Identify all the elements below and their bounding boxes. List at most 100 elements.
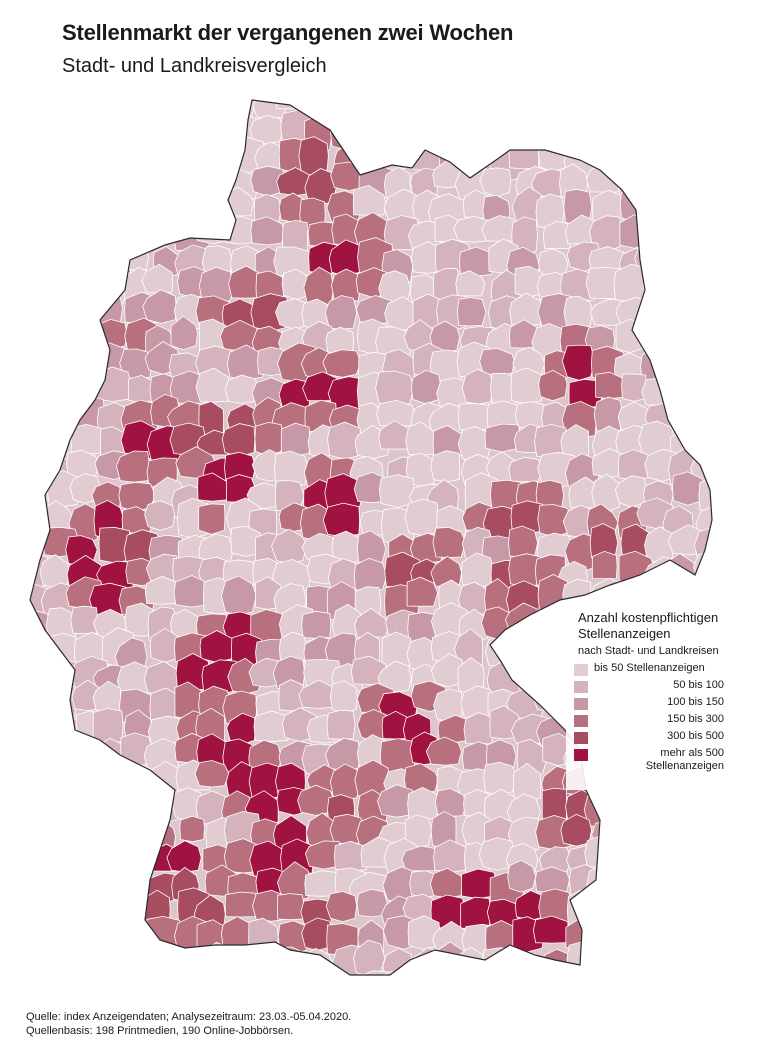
district-region: [91, 768, 123, 804]
district-region: [692, 268, 712, 304]
source-line-1: Quelle: index Anzeigendaten; Analysezeit…: [26, 1011, 352, 1023]
district-region: [305, 100, 333, 115]
district-region: [508, 456, 543, 483]
district-region: [687, 969, 712, 975]
district-region: [45, 895, 83, 934]
district-region: [46, 319, 84, 358]
district-region: [588, 891, 622, 925]
district-region: [358, 970, 391, 975]
district-region: [697, 100, 712, 128]
district-region: [697, 188, 712, 221]
district-region: [507, 816, 542, 851]
district-region: [122, 111, 156, 145]
district-region: [221, 575, 257, 616]
district-region: [615, 894, 655, 928]
district-region: [329, 763, 363, 800]
district-region: [429, 867, 463, 899]
district-region: [274, 450, 309, 487]
district-region: [617, 968, 649, 975]
district-region: [222, 945, 253, 975]
district-region: [637, 869, 674, 900]
district-region: [671, 895, 707, 930]
district-region: [329, 680, 358, 714]
legend-subtitle: nach Stadt- und Landkreisen: [578, 645, 719, 657]
source-line-2: Quellenbasis: 198 Printmedien, 190 Onlin…: [26, 1025, 294, 1037]
district-region: [68, 974, 100, 975]
district-region: [197, 969, 229, 975]
district-region: [437, 972, 472, 975]
district-region: [115, 892, 147, 929]
district-region: [120, 242, 150, 271]
district-region: [170, 315, 199, 351]
district-region: [45, 759, 86, 793]
district-region: [691, 868, 712, 902]
map-subtitle: Stadt- und Landkreisvergleich: [62, 55, 327, 77]
legend-label-3: 100 bis 150: [667, 696, 724, 708]
district-region: [44, 785, 82, 823]
district-region: [198, 266, 236, 304]
district-region: [121, 187, 157, 222]
district-region: [611, 812, 646, 845]
district-region: [30, 810, 58, 847]
district-region: [118, 863, 148, 893]
district-region: [540, 976, 568, 1009]
district-region: [62, 244, 99, 270]
district-region: [324, 295, 358, 330]
district-region: [516, 662, 556, 690]
district-region: [42, 245, 78, 281]
district-region: [643, 110, 675, 145]
district-region: [198, 100, 231, 119]
district-region: [621, 373, 647, 402]
district-region: [438, 138, 467, 167]
district-region: [583, 916, 617, 952]
district-region: [169, 110, 201, 151]
district-region: [535, 814, 571, 851]
district-region: [117, 974, 155, 975]
district-region: [142, 289, 177, 324]
district-region: [537, 136, 568, 173]
district-region: [617, 449, 650, 480]
district-region: [613, 784, 650, 817]
district-region: [94, 244, 134, 278]
district-region: [277, 920, 308, 955]
district-region: [584, 835, 615, 869]
district-region: [68, 315, 95, 357]
district-region: [697, 343, 712, 379]
district-region: [356, 530, 387, 563]
legend-item-2: 50 bis 100: [574, 679, 744, 695]
district-region: [640, 141, 674, 178]
district-region: [508, 135, 540, 170]
district-region: [698, 476, 712, 511]
district-region: [227, 969, 261, 975]
district-region: [274, 974, 312, 975]
district-region: [613, 263, 653, 303]
district-region: [662, 165, 692, 200]
district-region: [355, 111, 388, 137]
district-region: [95, 100, 127, 119]
district-region: [249, 947, 285, 975]
district-region: [67, 218, 98, 253]
district-region: [201, 138, 238, 172]
district-region: [148, 974, 183, 975]
district-region: [201, 942, 235, 975]
district-region: [148, 115, 185, 142]
district-region: [691, 893, 712, 926]
district-region: [670, 265, 706, 299]
district-region: [71, 100, 103, 124]
district-region: [542, 948, 572, 975]
district-region: [425, 736, 462, 766]
district-region: [353, 557, 388, 592]
district-region: [169, 100, 210, 117]
district-region: [91, 913, 130, 953]
legend-swatch-6: [574, 749, 588, 761]
district-region: [331, 268, 362, 302]
district-region: [93, 271, 128, 306]
district-region: [689, 116, 712, 145]
district-region: [670, 213, 702, 251]
district-region: [119, 348, 153, 380]
district-region: [403, 762, 439, 796]
district-region: [595, 967, 632, 975]
district-region: [30, 945, 52, 975]
district-region: [301, 610, 332, 639]
district-region: [434, 114, 474, 153]
